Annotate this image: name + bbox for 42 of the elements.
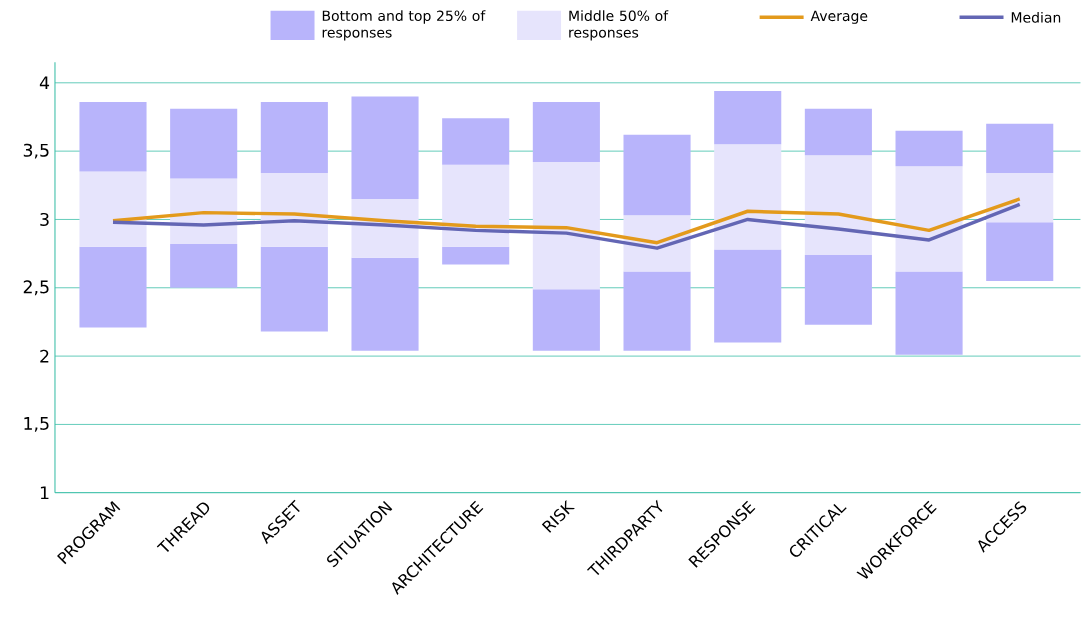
legend-label: Average — [810, 10, 868, 25]
bar — [79, 171, 147, 247]
bar — [986, 123, 1054, 174]
bar — [170, 244, 238, 288]
bar — [260, 246, 328, 332]
line-series — [111, 202, 1022, 251]
bar — [804, 155, 872, 256]
y-tick-label: 1 — [40, 486, 49, 500]
bar — [804, 108, 872, 156]
bar — [351, 257, 419, 351]
bar — [895, 166, 963, 272]
y-tick-label: 3 — [40, 213, 49, 227]
legend-label: Bottom and top 25% of responses — [322, 10, 486, 41]
y-tick-label: 2 — [40, 349, 49, 363]
bar — [79, 246, 147, 328]
bar — [442, 164, 510, 247]
y-tick-label: 2,5 — [23, 280, 49, 296]
bar — [351, 96, 419, 200]
bar — [532, 102, 600, 163]
legend-label: Median — [1011, 12, 1061, 23]
bar — [714, 144, 782, 250]
bar — [532, 289, 600, 351]
bar — [442, 246, 510, 265]
bar — [260, 102, 328, 174]
bar — [532, 162, 600, 290]
bar — [804, 255, 872, 325]
bar — [442, 118, 510, 165]
legend-label: Middle 50% of responses — [569, 10, 669, 41]
bar — [986, 222, 1054, 282]
y-tick-label: 4 — [39, 76, 50, 90]
bar — [623, 134, 691, 216]
bar — [623, 271, 691, 351]
bar — [895, 130, 963, 167]
bar — [895, 271, 963, 355]
bar — [79, 102, 147, 172]
bar — [986, 173, 1054, 223]
bar — [714, 91, 782, 145]
y-tick-label: 3,5 — [23, 143, 49, 159]
bar — [170, 108, 238, 179]
y-tick-label: 1,5 — [24, 417, 49, 432]
line-series — [111, 197, 1022, 245]
bar — [714, 249, 782, 343]
